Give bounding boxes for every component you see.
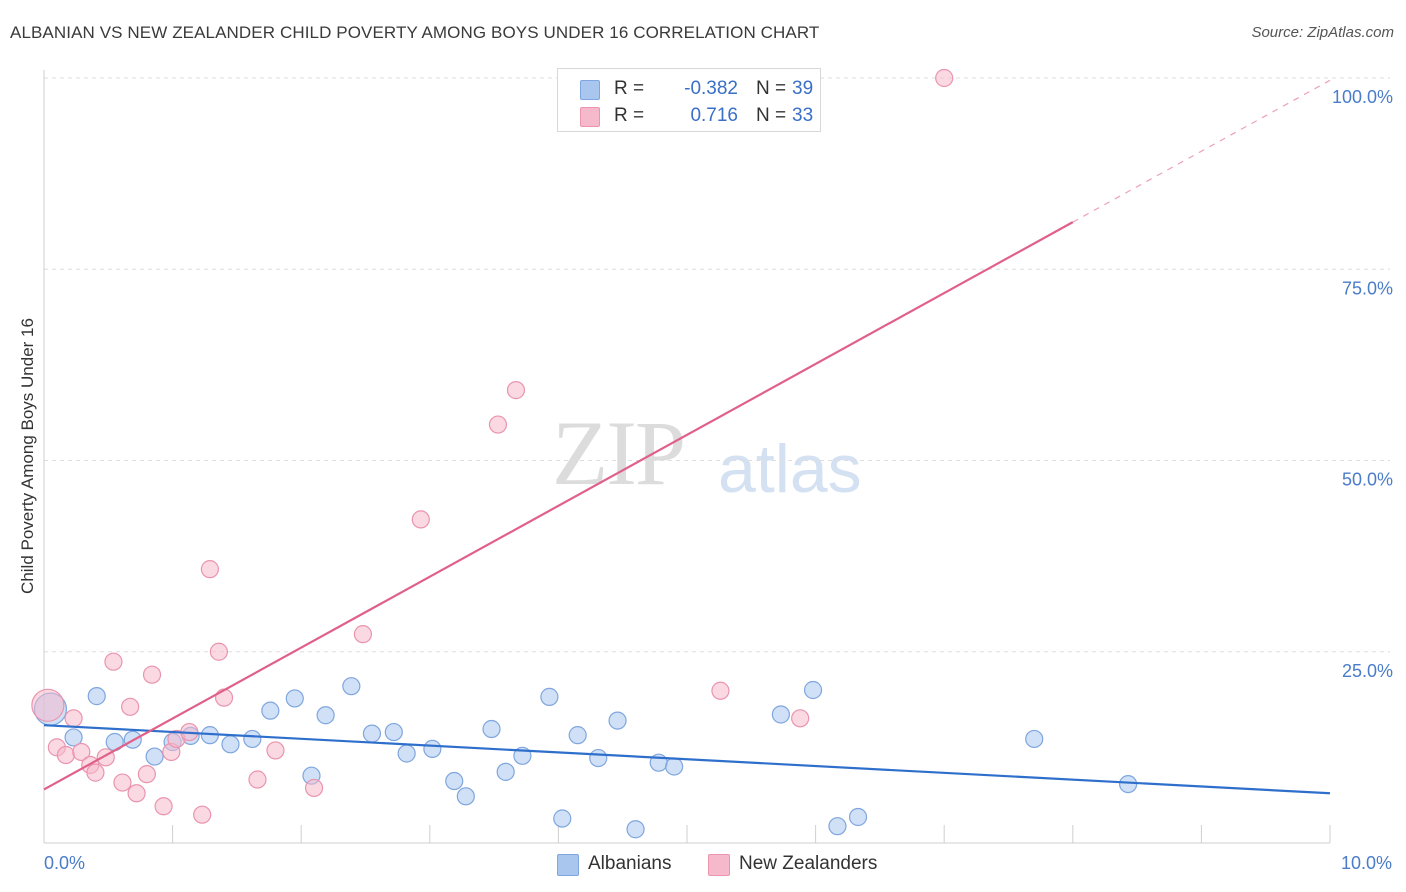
new-zealanders-point — [154, 797, 173, 816]
new-zealanders-point — [193, 805, 212, 824]
y-tick-label: 100.0% — [1332, 87, 1393, 107]
new-zealanders-point — [209, 642, 228, 661]
albanians-point — [771, 705, 790, 724]
albanians-point — [221, 735, 240, 754]
new-zealanders-point — [214, 688, 234, 707]
new-zealanders-point — [266, 741, 285, 760]
bottom-legend-label-new-zealanders: New Zealanders — [739, 853, 878, 874]
source-label: Source: ZipAtlas.com — [1251, 24, 1394, 41]
legend-n-label: N = — [756, 105, 787, 126]
albanians-point — [828, 817, 847, 836]
albanians-point — [64, 728, 83, 747]
new-zealanders-point — [127, 784, 146, 803]
albanians-point — [589, 748, 608, 768]
new-zealanders-point — [248, 770, 267, 789]
albanians-point — [397, 744, 416, 763]
albanians-point — [665, 757, 684, 776]
new-zealanders-point — [64, 709, 83, 728]
albanians-point — [362, 724, 382, 743]
legend-r-value: 0.716 — [690, 105, 738, 126]
new-zealanders-point — [304, 778, 324, 798]
new-zealanders-point — [86, 763, 105, 782]
albanians-trend-line — [43, 724, 1331, 795]
correlation-legend: R = -0.382 N = 39 R = 0.716 N = 33 — [557, 68, 821, 132]
albanians-point — [261, 701, 280, 720]
legend-n-value: 33 — [792, 105, 814, 126]
albanians-point — [1025, 729, 1044, 749]
chart-title: ALBANIAN VS NEW ZEALANDER CHILD POVERTY … — [10, 23, 820, 42]
albanians-point — [342, 677, 361, 696]
albanians-point — [626, 820, 645, 839]
legend-swatch-albanians — [580, 80, 600, 100]
watermark-atlas: atlas — [718, 431, 862, 507]
legend-r-label: R = — [614, 105, 645, 126]
x-tick-label: 0.0% — [44, 853, 85, 873]
new-zealanders-point — [121, 697, 140, 716]
legend-r-value: -0.382 — [684, 78, 738, 99]
y-tick-label: 50.0% — [1342, 470, 1393, 490]
albanians-point — [496, 762, 515, 781]
new-zealanders-point — [791, 709, 810, 728]
albanians-point — [285, 689, 304, 708]
albanians-point — [316, 706, 335, 725]
new-zealanders-trend-line — [43, 221, 1074, 791]
bottom-legend-swatch-albanians — [557, 854, 579, 876]
legend-n-label: N = — [756, 78, 787, 99]
new-zealanders-point — [353, 625, 373, 644]
albanians-point — [540, 687, 559, 706]
albanians-point — [384, 722, 403, 742]
new-zealanders-point — [711, 681, 730, 700]
x-tick-label: 10.0% — [1341, 853, 1392, 873]
new-zealanders-point — [200, 560, 219, 579]
albanians-point — [1118, 774, 1138, 794]
new-zealanders-point — [56, 745, 75, 765]
legend-r-label: R = — [614, 78, 645, 99]
new-zealanders-point — [488, 415, 508, 434]
albanians-point — [482, 719, 501, 739]
watermark-zip: ZIP — [552, 402, 686, 504]
new-zealanders-point — [411, 510, 430, 529]
albanians-point — [423, 739, 442, 759]
albanians-point — [608, 711, 627, 730]
albanians-point — [456, 787, 475, 806]
new-zealanders-point — [104, 652, 123, 671]
y-tick-label: 25.0% — [1342, 661, 1393, 681]
legend-swatch-new-zealanders — [580, 107, 600, 127]
bottom-legend-swatch-new-zealanders — [708, 854, 730, 876]
new-zealanders-point — [113, 773, 132, 792]
new-zealanders-point — [506, 381, 526, 400]
albanians-point — [803, 680, 823, 700]
albanians-point — [445, 771, 464, 791]
albanians-point — [87, 687, 106, 706]
y-tick-label: 75.0% — [1342, 278, 1393, 298]
new-zealanders-point — [142, 665, 162, 684]
new-zealanders-trend-line-extension — [1072, 79, 1331, 223]
albanians-point — [568, 726, 587, 745]
new-zealanders-point — [935, 68, 954, 88]
albanians-point — [145, 747, 164, 766]
albanians-point — [243, 729, 262, 749]
new-zealanders-point — [72, 742, 91, 762]
new-zealanders-point — [31, 688, 65, 722]
albanians-point — [553, 809, 572, 828]
albanians-point — [848, 807, 868, 827]
bottom-legend-label-albanians: Albanians — [588, 853, 672, 874]
legend-n-value: 39 — [792, 78, 814, 99]
new-zealanders-point — [137, 765, 156, 784]
